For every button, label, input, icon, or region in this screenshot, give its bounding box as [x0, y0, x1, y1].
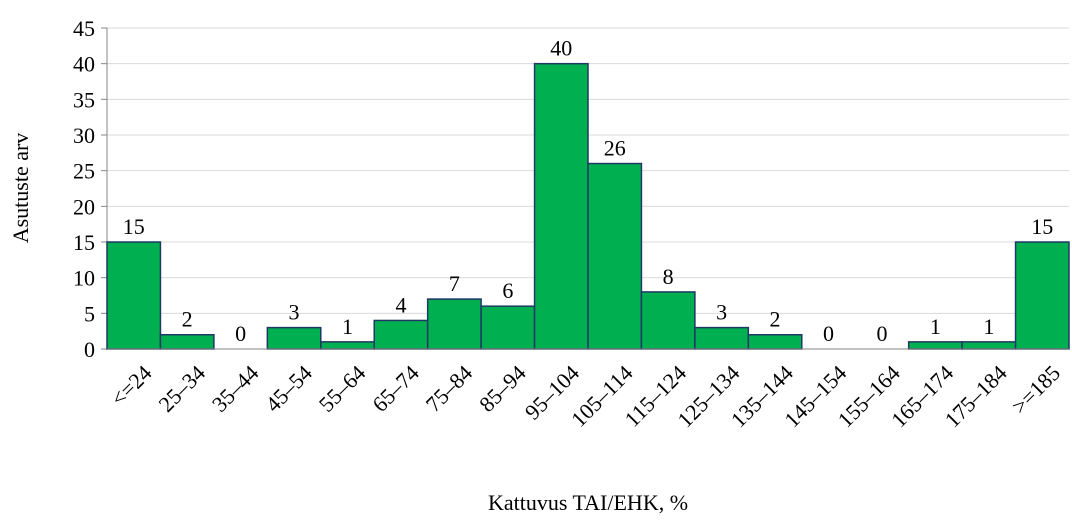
data-label: 0	[235, 321, 246, 346]
y-tick-label: 0	[84, 337, 95, 362]
bar	[907, 341, 963, 350]
y-tick-label: 40	[73, 52, 95, 77]
x-tick-label: >=185	[1007, 360, 1066, 419]
data-label: 8	[663, 264, 674, 289]
bar	[694, 326, 750, 350]
bar	[320, 341, 375, 350]
bar	[747, 333, 803, 350]
data-label: 1	[983, 314, 994, 339]
data-label: 26	[604, 136, 626, 161]
data-label: 3	[716, 300, 727, 325]
x-tick-label: 75–84	[421, 360, 478, 417]
y-tick-label: 35	[73, 87, 95, 112]
y-tick-label: 25	[73, 159, 95, 184]
x-axis-title: Kattuvus TAI/EHK, %	[488, 490, 688, 515]
y-axis-title: Asutuste arv	[8, 133, 33, 244]
data-label: 2	[770, 307, 781, 332]
bar	[480, 305, 536, 350]
bar	[266, 326, 322, 350]
y-tick-label: 45	[73, 16, 95, 41]
x-tick-label: 55–64	[314, 360, 371, 417]
data-label: 2	[182, 307, 193, 332]
bar	[1014, 241, 1070, 350]
data-label: 3	[289, 300, 300, 325]
data-label: 1	[930, 314, 941, 339]
x-tick-label: 35–44	[207, 360, 264, 417]
x-tick-label: 65–74	[367, 360, 424, 417]
y-tick-label: 5	[84, 301, 95, 326]
data-label: 15	[1031, 214, 1053, 239]
y-tick-label: 15	[73, 230, 95, 255]
y-tick-label: 10	[73, 266, 95, 291]
bar	[587, 162, 643, 350]
x-tick-label: 25–34	[153, 360, 210, 417]
data-label: 4	[395, 292, 406, 317]
bar	[533, 62, 589, 350]
y-tick-label: 20	[73, 194, 95, 219]
x-tick-label: 45–54	[260, 360, 317, 417]
data-label: 7	[449, 271, 460, 296]
data-label: 0	[876, 321, 887, 346]
data-label: 0	[823, 321, 834, 346]
bar	[426, 298, 482, 350]
bar	[961, 341, 1017, 350]
bar	[373, 319, 429, 350]
bar	[640, 291, 696, 350]
y-tick-label: 30	[73, 123, 95, 148]
data-label: 40	[550, 36, 572, 61]
data-label: 1	[342, 314, 353, 339]
bar	[106, 241, 162, 350]
bar	[159, 333, 215, 350]
x-tick-label: <=24	[106, 360, 157, 411]
data-label: 15	[123, 214, 145, 239]
data-label: 6	[502, 278, 513, 303]
